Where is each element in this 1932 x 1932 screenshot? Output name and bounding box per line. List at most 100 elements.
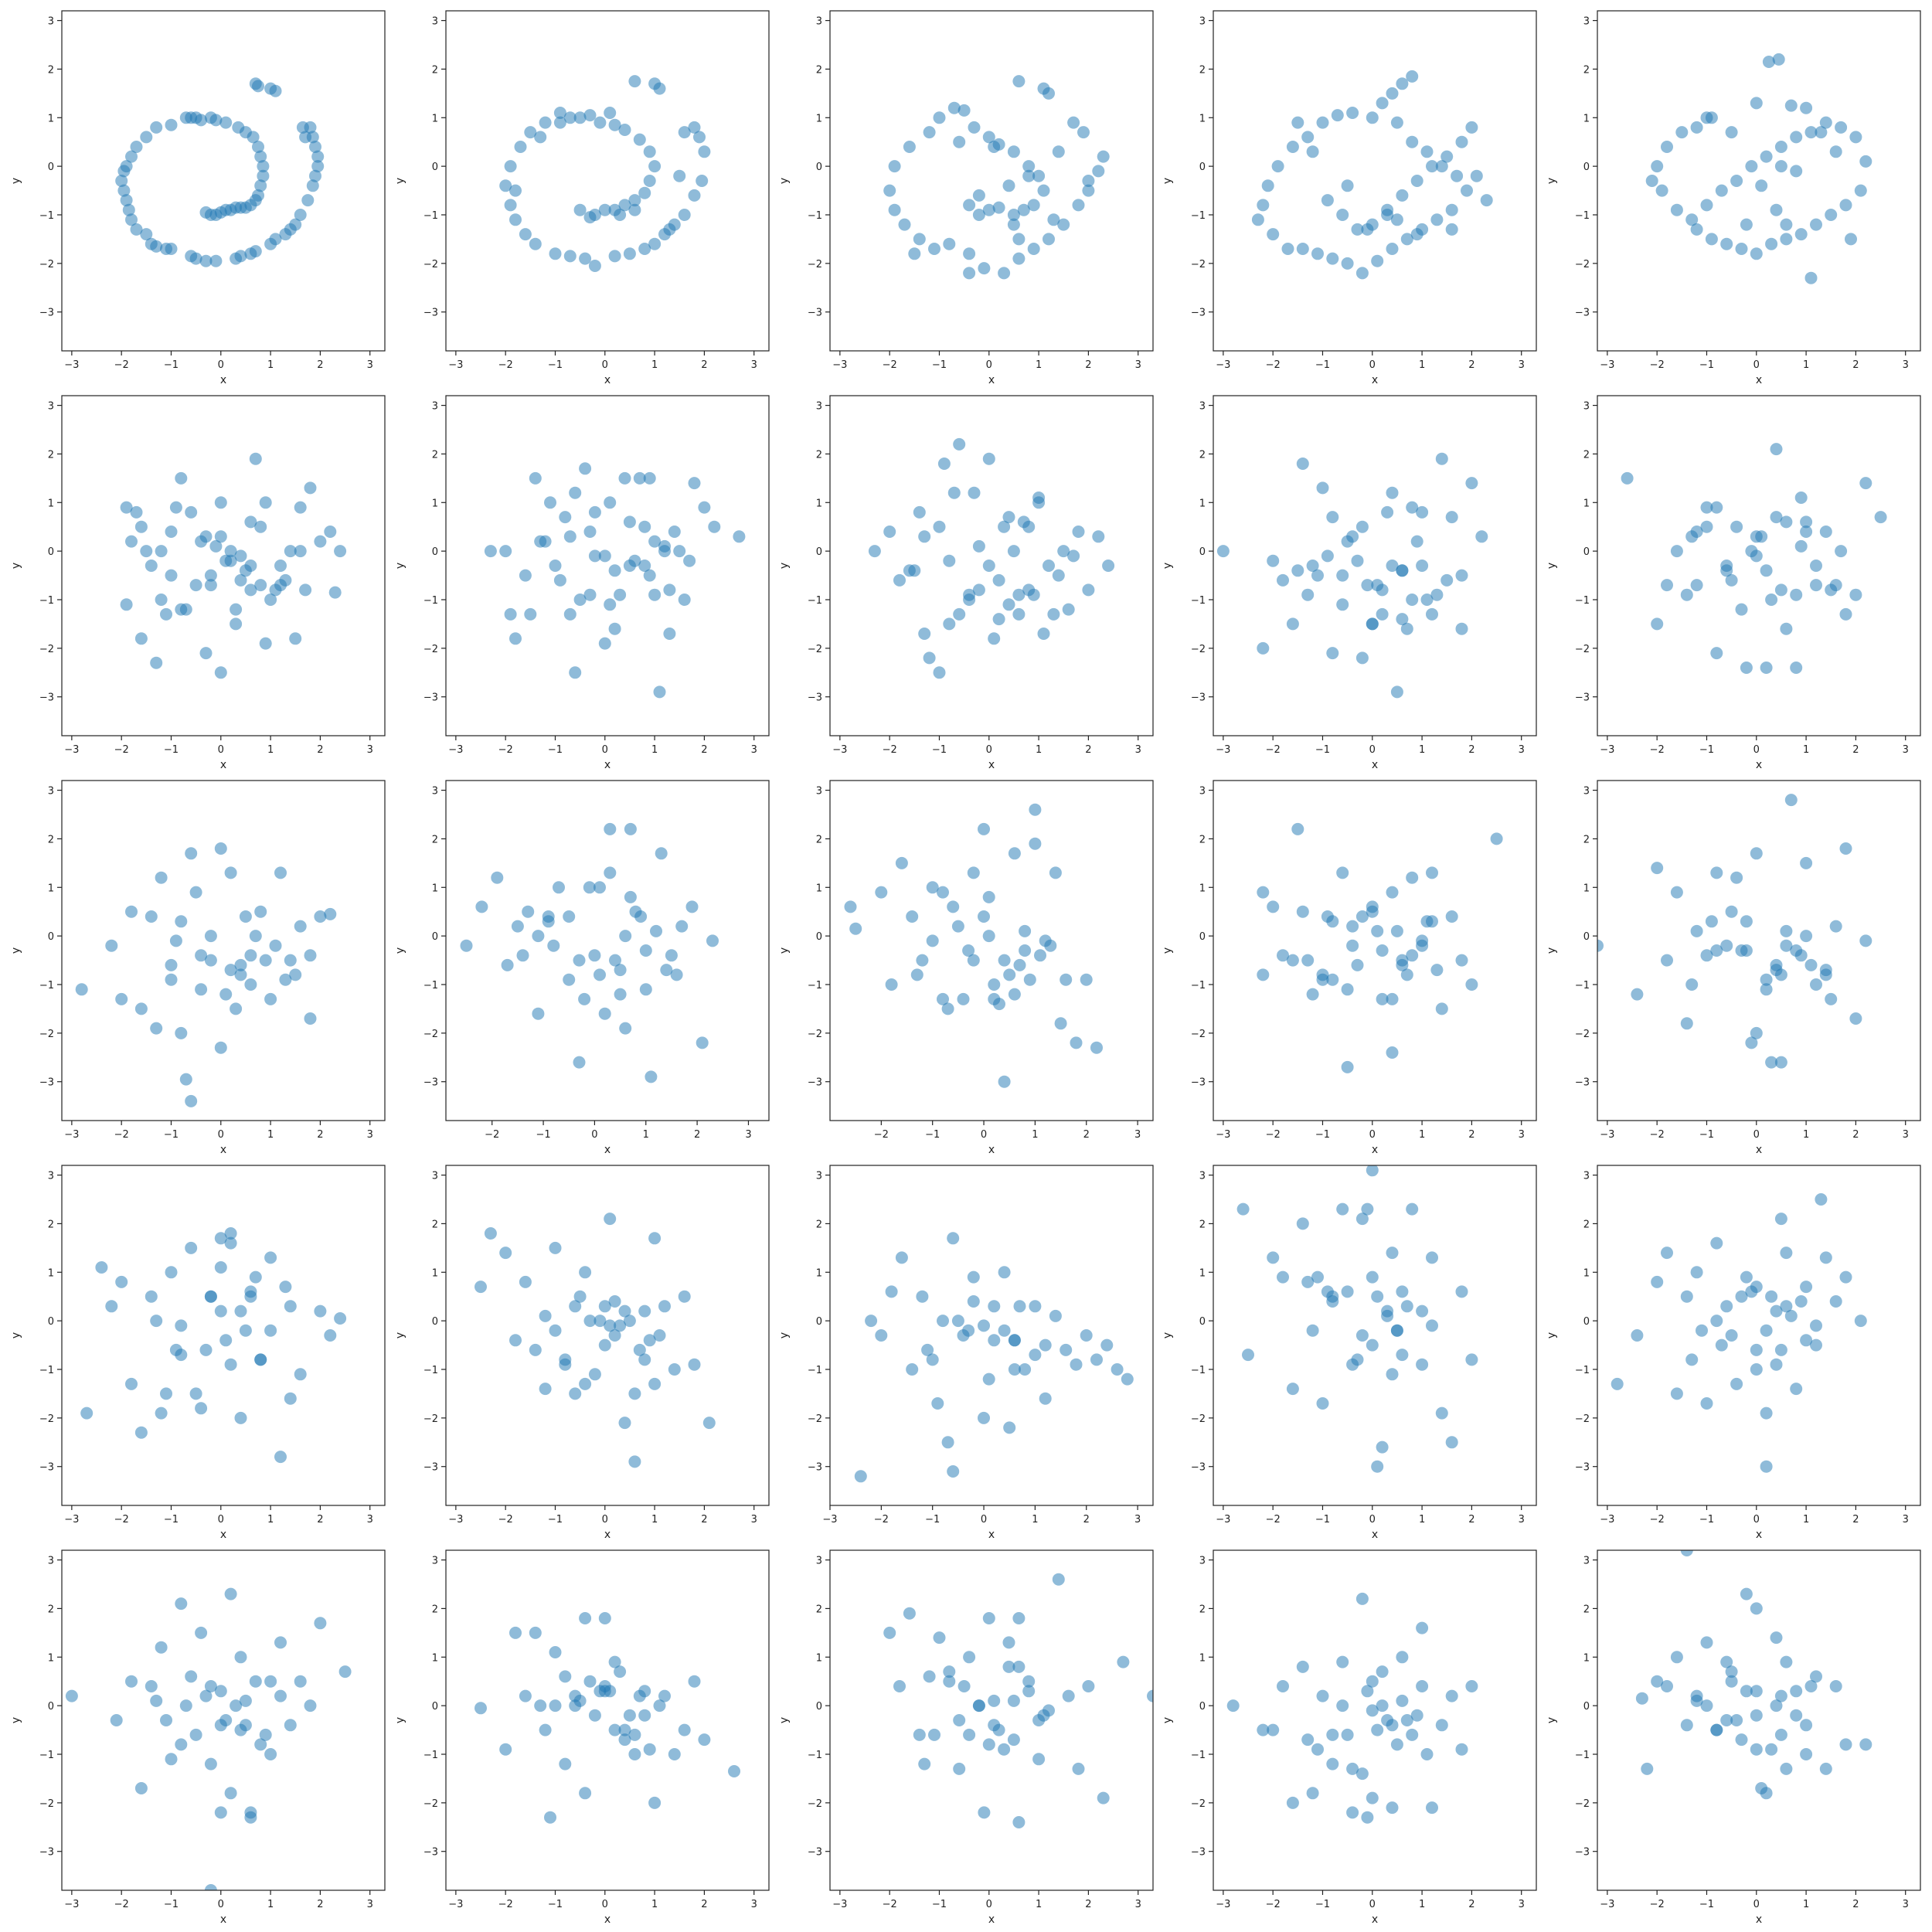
y-tick-label: −1 bbox=[1575, 980, 1590, 992]
data-point bbox=[1008, 1363, 1021, 1376]
data-point bbox=[1725, 1665, 1738, 1679]
data-point bbox=[155, 871, 168, 884]
data-point bbox=[1770, 1699, 1783, 1713]
x-tick-label: 2 bbox=[1085, 359, 1091, 371]
data-point bbox=[125, 150, 138, 163]
data-point bbox=[628, 203, 641, 216]
y-tick-label: −1 bbox=[39, 1365, 54, 1376]
data-point bbox=[1346, 107, 1359, 119]
x-tick-label: 2 bbox=[1852, 744, 1859, 756]
data-point bbox=[1049, 866, 1062, 879]
data-point bbox=[239, 1324, 252, 1337]
data-point bbox=[875, 1329, 888, 1342]
data-point bbox=[1800, 101, 1813, 114]
y-tick-label: −2 bbox=[1575, 1798, 1590, 1810]
data-point bbox=[1326, 1757, 1339, 1770]
data-point bbox=[1406, 501, 1419, 514]
x-tick-label: −3 bbox=[448, 1899, 463, 1910]
data-point bbox=[1819, 1251, 1832, 1264]
x-tick-label: 0 bbox=[1753, 1514, 1760, 1526]
data-point bbox=[1070, 1036, 1083, 1049]
y-tick-label: 0 bbox=[48, 1701, 54, 1713]
x-axis-label: x bbox=[1372, 1144, 1378, 1156]
data-point bbox=[1271, 160, 1284, 173]
data-point bbox=[1257, 968, 1270, 981]
points-group bbox=[868, 437, 1115, 679]
y-tick-label: −2 bbox=[39, 259, 54, 270]
x-tick-label: −3 bbox=[832, 1899, 847, 1910]
data-point bbox=[1277, 1270, 1289, 1284]
data-point bbox=[169, 1343, 182, 1356]
data-point bbox=[1760, 973, 1773, 986]
data-point bbox=[1465, 978, 1478, 991]
data-point bbox=[978, 910, 990, 923]
data-point bbox=[1760, 1406, 1773, 1420]
data-point bbox=[279, 973, 292, 986]
data-point bbox=[1027, 199, 1040, 212]
data-point bbox=[1386, 243, 1399, 255]
data-point bbox=[1301, 588, 1315, 601]
y-tick-label: 2 bbox=[1199, 449, 1206, 461]
data-point bbox=[195, 949, 208, 962]
data-point bbox=[204, 1757, 217, 1770]
data-point bbox=[1760, 1324, 1773, 1337]
data-point bbox=[598, 203, 611, 216]
data-point bbox=[269, 939, 282, 952]
y-tick-label: −2 bbox=[39, 644, 54, 655]
data-point bbox=[1700, 949, 1713, 962]
data-point bbox=[117, 165, 131, 178]
data-point bbox=[967, 1295, 980, 1308]
points-group bbox=[1645, 53, 1872, 284]
y-axis-label: y bbox=[1162, 1332, 1174, 1338]
x-tick-label: 0 bbox=[1753, 1129, 1760, 1141]
y-tick-label: 0 bbox=[816, 931, 822, 943]
y-tick-label: 1 bbox=[432, 1267, 438, 1279]
data-point bbox=[1730, 175, 1743, 187]
data-point bbox=[1819, 1762, 1832, 1775]
data-point bbox=[1690, 924, 1703, 937]
y-tick-label: 2 bbox=[816, 64, 822, 76]
data-point bbox=[264, 1748, 277, 1760]
data-point bbox=[1147, 1689, 1153, 1702]
y-tick-label: 1 bbox=[1199, 883, 1206, 894]
data-point bbox=[623, 1709, 636, 1722]
data-point bbox=[1267, 1723, 1280, 1736]
data-point bbox=[1750, 1743, 1763, 1756]
data-point bbox=[1003, 968, 1016, 981]
y-tick-label: −3 bbox=[423, 692, 438, 704]
data-point bbox=[1267, 900, 1280, 913]
data-point bbox=[1735, 1290, 1748, 1303]
data-point bbox=[583, 211, 597, 224]
data-point bbox=[1381, 209, 1394, 221]
data-point bbox=[953, 607, 966, 621]
x-tick-label: 0 bbox=[986, 744, 992, 756]
y-tick-label: 3 bbox=[816, 401, 822, 413]
data-point bbox=[1445, 203, 1458, 216]
y-tick-label: 2 bbox=[816, 1219, 822, 1230]
data-point bbox=[219, 116, 233, 129]
data-point bbox=[1645, 175, 1658, 187]
y-axis-label: y bbox=[394, 1717, 406, 1723]
y-tick-label: −3 bbox=[423, 1077, 438, 1089]
data-point bbox=[573, 1056, 586, 1069]
data-point bbox=[1410, 535, 1423, 548]
data-point bbox=[1780, 622, 1793, 635]
data-point bbox=[1430, 213, 1444, 226]
x-tick-label: 1 bbox=[1803, 1514, 1809, 1526]
data-point bbox=[1002, 511, 1015, 524]
y-tick-label: 3 bbox=[48, 16, 54, 28]
data-point bbox=[1750, 247, 1763, 260]
data-point bbox=[982, 452, 995, 465]
points-group bbox=[65, 1587, 352, 1890]
points-group bbox=[1226, 1592, 1478, 1824]
data-point bbox=[189, 1387, 202, 1400]
data-point bbox=[633, 1689, 646, 1702]
data-point bbox=[650, 924, 662, 937]
data-point bbox=[578, 992, 591, 1005]
data-point bbox=[638, 243, 651, 255]
data-point bbox=[678, 209, 691, 221]
data-point bbox=[259, 954, 272, 967]
data-point bbox=[1306, 560, 1319, 572]
data-point bbox=[928, 243, 940, 255]
x-tick-label: 0 bbox=[1753, 1899, 1760, 1910]
